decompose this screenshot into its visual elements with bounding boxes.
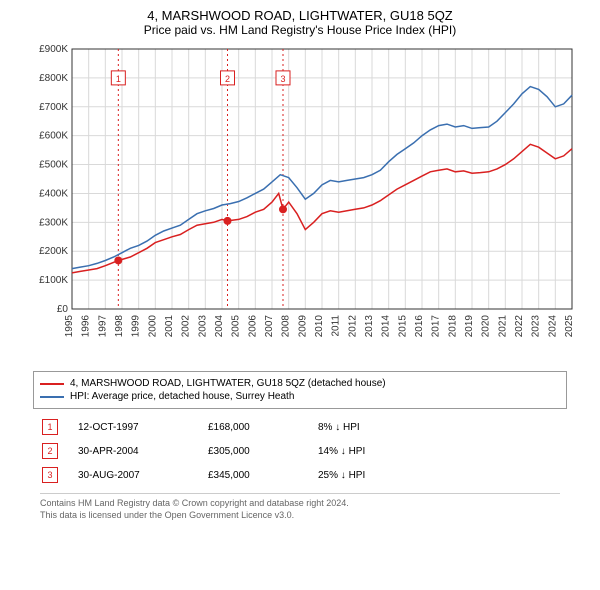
y-tick-label: £700K <box>39 102 68 113</box>
x-tick-label: 2021 <box>497 315 508 338</box>
legend: 4, MARSHWOOD ROAD, LIGHTWATER, GU18 5QZ … <box>33 371 567 409</box>
y-tick-label: £400K <box>39 188 68 199</box>
x-tick-label: 1998 <box>114 315 125 338</box>
footnote-line: Contains HM Land Registry data © Crown c… <box>40 498 560 510</box>
sale-price: £345,000 <box>208 470 298 481</box>
sale-hpi-diff: 25% ↓ HPI <box>318 470 365 481</box>
x-tick-label: 2003 <box>197 315 208 338</box>
sales-row: 2 30-APR-2004 £305,000 14% ↓ HPI <box>40 439 560 463</box>
chart-title: 4, MARSHWOOD ROAD, LIGHTWATER, GU18 5QZ <box>10 8 590 23</box>
sale-marker-icon: 1 <box>42 419 58 435</box>
x-tick-label: 2024 <box>547 315 558 338</box>
chart-svg: £0 £100K £200K £300K £400K £500K £600K £700K £80… <box>20 43 580 363</box>
x-tick-label: 1996 <box>81 315 92 338</box>
x-tick-label: 2004 <box>214 315 225 338</box>
sale-hpi-diff: 8% ↓ HPI <box>318 422 360 433</box>
y-tick-label: £800K <box>39 73 68 84</box>
sale-point <box>114 256 122 264</box>
sale-point <box>224 217 232 225</box>
x-tick-label: 2008 <box>281 315 292 338</box>
x-tick-label: 2022 <box>514 315 525 338</box>
sale-marker-icon: 2 <box>42 443 58 459</box>
sales-row: 1 12-OCT-1997 £168,000 8% ↓ HPI <box>40 415 560 439</box>
sale-date: 30-APR-2004 <box>78 446 188 457</box>
x-tick-label: 2015 <box>397 315 408 338</box>
x-tick-label: 2023 <box>531 315 542 338</box>
x-tick-label: 2017 <box>431 315 442 338</box>
sale-marker-icon: 3 <box>42 467 58 483</box>
sales-row: 3 30-AUG-2007 £345,000 25% ↓ HPI <box>40 463 560 487</box>
chart-container: 4, MARSHWOOD ROAD, LIGHTWATER, GU18 5QZ … <box>0 0 600 531</box>
y-tick-label: £900K <box>39 44 68 55</box>
y-tick-label: £0 <box>57 304 69 315</box>
x-tick-label: 2012 <box>347 315 358 338</box>
x-tick-label: 2009 <box>297 315 308 338</box>
sale-date: 12-OCT-1997 <box>78 422 188 433</box>
sale-price: £168,000 <box>208 422 298 433</box>
x-tick-label: 2020 <box>481 315 492 338</box>
x-tick-label: 1997 <box>97 315 108 338</box>
x-tick-label: 1995 <box>64 315 75 338</box>
sale-marker-number: 1 <box>116 74 121 84</box>
legend-swatch <box>40 383 64 385</box>
y-tick-label: £300K <box>39 217 68 228</box>
sales-table: 1 12-OCT-1997 £168,000 8% ↓ HPI 2 30-APR-2004… <box>40 415 560 487</box>
chart-subtitle: Price paid vs. HM Land Registry's House … <box>10 23 590 37</box>
x-tick-label: 2014 <box>381 315 392 338</box>
x-tick-label: 2016 <box>414 315 425 338</box>
x-tick-label: 2013 <box>364 315 375 338</box>
y-tick-label: £100K <box>39 275 68 286</box>
sale-marker-number: 3 <box>280 74 285 84</box>
sale-date: 30-AUG-2007 <box>78 470 188 481</box>
sale-marker-number: 2 <box>225 74 230 84</box>
x-tick-label: 2011 <box>331 315 342 337</box>
sale-hpi-diff: 14% ↓ HPI <box>318 446 365 457</box>
y-tick-label: £600K <box>39 131 68 142</box>
x-tick-label: 2025 <box>564 315 575 338</box>
x-tick-label: 2002 <box>181 315 192 338</box>
legend-swatch <box>40 396 64 398</box>
x-tick-label: 2010 <box>314 315 325 338</box>
legend-label: 4, MARSHWOOD ROAD, LIGHTWATER, GU18 5QZ … <box>70 378 386 389</box>
footnote-line: This data is licensed under the Open Gov… <box>40 510 560 522</box>
y-tick-label: £200K <box>39 246 68 257</box>
x-tick-label: 2018 <box>447 315 458 338</box>
x-tick-label: 2006 <box>247 315 258 338</box>
sale-price: £305,000 <box>208 446 298 457</box>
x-tick-label: 2019 <box>464 315 475 338</box>
legend-row-property: 4, MARSHWOOD ROAD, LIGHTWATER, GU18 5QZ … <box>40 378 560 389</box>
x-tick-label: 2007 <box>264 315 275 338</box>
y-tick-label: £500K <box>39 160 68 171</box>
sale-point <box>279 205 287 213</box>
footnote: Contains HM Land Registry data © Crown c… <box>40 493 560 521</box>
x-tick-label: 2001 <box>164 315 175 338</box>
x-tick-label: 2000 <box>147 315 158 338</box>
plot-area: £0 £100K £200K £300K £400K £500K £600K £700K £80… <box>20 43 580 363</box>
legend-label: HPI: Average price, detached house, Surr… <box>70 391 294 402</box>
x-tick-label: 2005 <box>231 315 242 338</box>
legend-row-hpi: HPI: Average price, detached house, Surr… <box>40 391 560 402</box>
x-tick-label: 1999 <box>131 315 142 338</box>
